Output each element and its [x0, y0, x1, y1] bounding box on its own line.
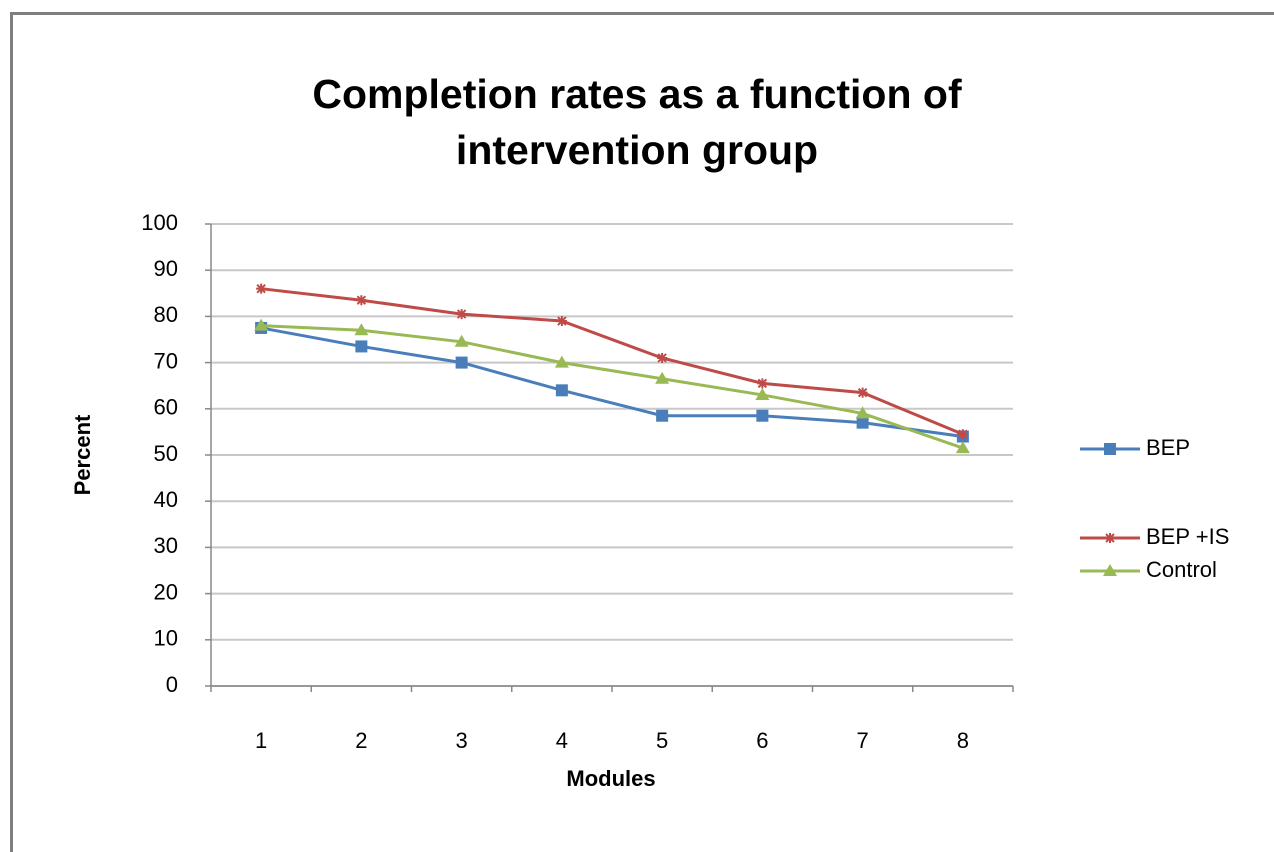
x-tick-label: 5 — [656, 728, 668, 753]
marker-square — [756, 409, 769, 422]
chart-title: Completion rates as a function of interv… — [312, 71, 962, 173]
x-tick-label: 2 — [355, 728, 367, 753]
marker-star — [857, 387, 868, 398]
marker-star — [356, 295, 367, 306]
marker-triangle — [454, 334, 469, 347]
y-tick-label: 80 — [154, 302, 178, 327]
series-line — [260, 326, 964, 439]
y-tick-label: 40 — [154, 487, 178, 512]
y-tick-label: 100 — [141, 210, 178, 235]
x-tick-label: 8 — [957, 728, 969, 753]
marker-triangle — [755, 387, 770, 400]
marker-triangle — [354, 323, 369, 336]
marker-square — [856, 416, 869, 429]
marker-triangle — [955, 441, 970, 454]
y-tick-label: 30 — [154, 533, 178, 558]
marker-star — [256, 283, 267, 294]
marker-star — [757, 378, 768, 389]
marker-triangle — [554, 355, 569, 368]
x-tick-label: 1 — [255, 728, 267, 753]
marker-triangle — [1103, 564, 1117, 576]
x-tick-label: 3 — [456, 728, 468, 753]
series-line — [260, 287, 964, 436]
y-tick-label: 90 — [154, 256, 178, 281]
x-axis-label: Modules — [566, 766, 655, 791]
marker-square — [455, 356, 468, 369]
marker-star — [456, 309, 467, 320]
y-tick-label: 60 — [154, 395, 178, 420]
marker-triangle — [655, 371, 670, 384]
marker-star — [957, 429, 968, 440]
y-axis-label: Percent — [70, 414, 95, 495]
legend-label: BEP +IS — [1146, 524, 1229, 549]
x-tick-label: 6 — [756, 728, 768, 753]
y-tick-label: 50 — [154, 441, 178, 466]
legend-label: Control — [1146, 557, 1217, 582]
chart-frame — [10, 12, 1274, 852]
x-tick-label: 4 — [556, 728, 568, 753]
marker-triangle — [855, 406, 870, 419]
marker-star — [556, 316, 567, 327]
marker-star — [1105, 533, 1115, 543]
series-line — [261, 324, 964, 450]
marker-square — [555, 384, 568, 397]
y-tick-label: 0 — [166, 672, 178, 697]
marker-triangle — [254, 318, 269, 331]
y-tick-label: 20 — [154, 579, 178, 604]
marker-square — [355, 340, 368, 353]
y-tick-label: 10 — [154, 626, 178, 651]
x-tick-label: 7 — [857, 728, 869, 753]
marker-star — [657, 352, 668, 363]
legend-label: BEP — [1146, 435, 1190, 460]
marker-square — [656, 409, 669, 422]
y-tick-label: 70 — [154, 348, 178, 373]
marker-square — [1104, 443, 1116, 455]
